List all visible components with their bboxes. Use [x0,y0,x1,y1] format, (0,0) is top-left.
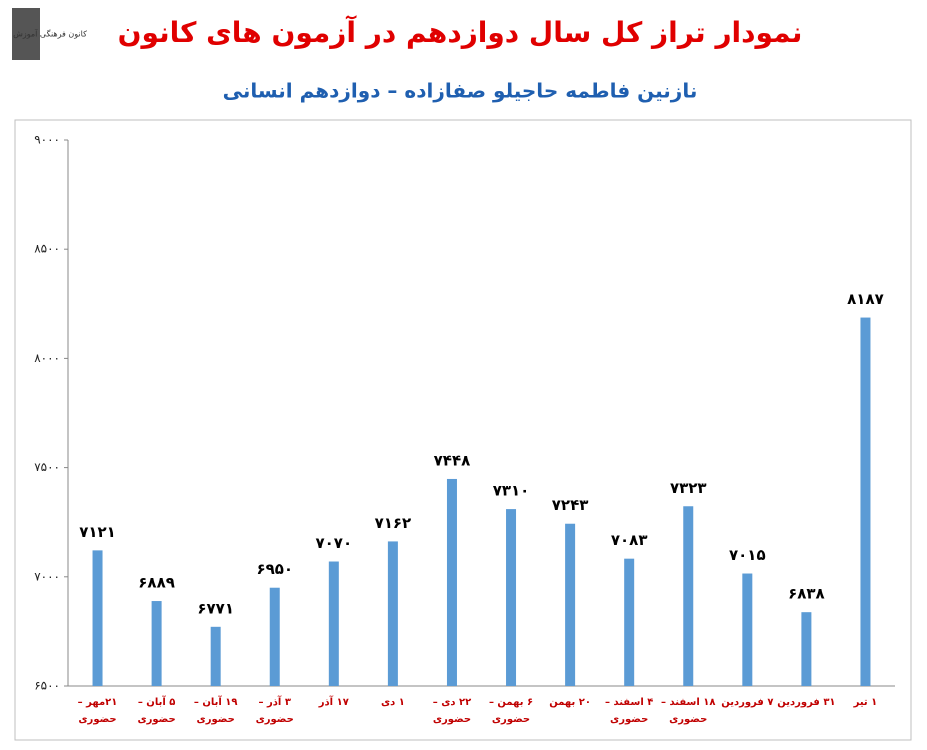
data-label: ۶۸۸۹ [138,574,175,592]
y-tick-label: ۶۵۰۰ [34,679,60,693]
y-tick-label: ۹۰۰۰ [34,133,60,147]
chart-title: نمودار تراز کل سال دوازدهم در آزمون های … [118,15,803,49]
plot-frame [14,119,912,741]
bar [269,587,280,686]
data-label: ۷۲۴۳ [552,496,589,514]
x-tick-label: ۱ دی [381,697,405,708]
data-label: ۷۳۲۳ [670,479,707,497]
data-label: ۷۰۱۵ [729,546,766,564]
x-tick-label: ۳۱ فروردین [777,697,835,708]
y-tick-label: ۸۵۰۰ [34,242,60,256]
x-tick-label: ۳ آذر – حضوری [256,695,294,725]
bar [506,509,517,686]
bar [92,550,103,686]
data-label: ۷۳۱۰ [493,482,530,500]
logo-text: کانون فرهنگی آموزش [13,29,87,39]
data-label: ۶۹۵۰ [256,560,293,578]
data-label: ۷۰۸۳ [611,531,648,549]
y-tick-label: ۸۰۰۰ [34,351,60,365]
bar [801,612,812,686]
data-label: ۷۱۲۱ [79,523,116,541]
chart-subtitle: نازنین فاطمه حاجیلو صفازاده – دوازدهم ان… [223,79,698,103]
data-label: ۶۷۷۱ [197,599,234,617]
bar [683,506,694,686]
x-tick-label: ۱۹ آبان – حضوری [194,695,238,725]
bar [742,573,753,686]
data-label: ۸۱۸۷ [847,290,884,308]
bar [210,626,221,686]
bar [860,317,871,686]
logo-figure [12,8,40,60]
x-tick-label: ۶ بهمن – حضوری [489,697,533,725]
x-tick-label: ۴ اسفند – حضوری [605,697,653,725]
x-tick-label: ۵ آبان – حضوری [137,695,175,725]
bar [328,561,339,686]
x-tick-label: ۲۱مهر – حضوری [78,697,118,725]
x-tick-label: ۷ فروردین [721,697,773,708]
data-label: ۷۴۴۸ [434,451,471,469]
bar [565,523,576,686]
data-label: ۷۰۷۰ [316,534,353,552]
y-tick-label: ۷۰۰۰ [34,569,60,583]
x-tick-label: ۲۰ بهمن [549,697,591,708]
x-tick-label: ۱۸ اسفند – حضوری [661,697,716,725]
bar [446,478,457,686]
bar [151,601,162,686]
y-tick-label: ۷۵۰۰ [34,460,60,474]
x-tick-label: ۱۷ آذر [318,695,349,708]
data-label: ۷۱۶۲ [375,514,412,532]
bar [624,558,635,686]
bar [387,541,398,686]
data-label: ۶۸۳۸ [788,585,825,603]
x-tick-label: ۱ تیر [853,697,878,708]
x-tick-label: ۲۲ دی – حضوری [433,697,471,725]
